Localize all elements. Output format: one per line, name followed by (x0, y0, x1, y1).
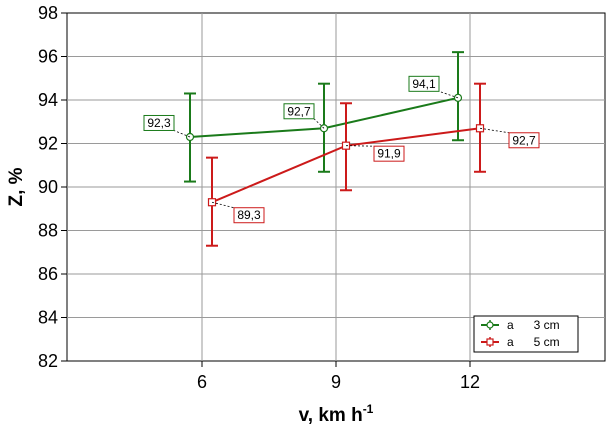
y-axis-title: Z, % (6, 167, 27, 206)
x-axis-title: v, km h-1 (299, 402, 374, 426)
legend: a 3 cm a 5 cm (473, 315, 579, 353)
data-label-box (508, 132, 540, 149)
y-tick-label: 84 (38, 308, 58, 328)
y-tick-label: 82 (38, 351, 58, 371)
data-label-leader (479, 127, 510, 134)
x-axis-ticks: 6 9 12 (197, 361, 480, 392)
data-labels: 92,3 92,7 94,1 89,3 91,9 92,7 (143, 75, 540, 224)
data-label-box (408, 75, 440, 92)
data-label-box (143, 114, 175, 131)
y-tick-label: 92 (38, 134, 58, 154)
legend-item-1: a 3 cm (481, 318, 560, 332)
legend-label: a 5 cm (507, 335, 560, 349)
x-axis-title-main: v, km h (299, 405, 363, 426)
x-tick-label: 9 (331, 372, 341, 392)
data-label-box (283, 103, 315, 120)
x-tick-label: 6 (197, 372, 207, 392)
data-label: 92,7 (512, 133, 536, 147)
data-label-box (233, 207, 265, 224)
data-label-leader (173, 130, 191, 138)
x-tick-label: 12 (460, 372, 480, 392)
y-tick-label: 96 (38, 47, 58, 67)
legend-marker (486, 321, 494, 329)
legend-label: a 3 cm (507, 318, 560, 332)
legend-marker (486, 338, 494, 346)
y-tick-label: 88 (38, 221, 58, 241)
data-label: 92,3 (147, 116, 171, 130)
x-axis-title-superscript: -1 (363, 402, 374, 416)
data-label: 92,7 (287, 104, 311, 118)
data-label: 89,3 (237, 208, 261, 222)
y-tick-label: 94 (38, 90, 58, 110)
y-axis-ticks: 82 84 86 88 90 92 94 96 98 (38, 3, 67, 371)
data-label-leader (345, 145, 375, 147)
data-point (319, 124, 329, 133)
data-label: 91,9 (377, 147, 401, 161)
legend-item-2: a 5 cm (481, 335, 560, 349)
data-label-leader (438, 90, 459, 99)
y-tick-label: 86 (38, 264, 58, 284)
y-tick-label: 90 (38, 177, 58, 197)
data-label: 94,1 (412, 77, 436, 91)
y-tick-label: 98 (38, 3, 58, 23)
data-label-box (373, 145, 405, 162)
